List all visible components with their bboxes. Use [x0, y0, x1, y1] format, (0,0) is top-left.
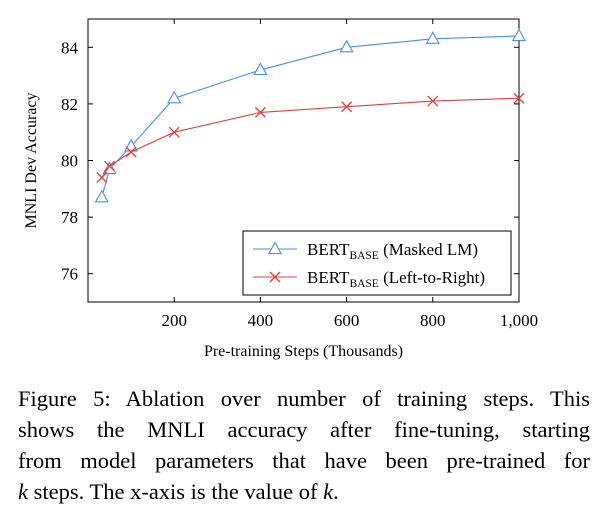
data-point-left-to-right — [96, 172, 108, 183]
data-point-left-to-right — [125, 146, 137, 158]
data-point-left-to-right — [254, 106, 266, 118]
legend-label-masked-lm: BERTBASE (Masked LM) — [307, 240, 478, 262]
cross-stroke — [269, 271, 281, 283]
legend-entry-masked-lm: BERTBASE (Masked LM) — [253, 240, 478, 262]
data-point-masked-lm — [167, 90, 182, 104]
y-tick-label: 76 — [61, 265, 78, 284]
data-point-masked-lm — [94, 189, 109, 203]
data-point-masked-lm — [253, 62, 268, 76]
legend-label-subscript: BASE — [349, 250, 378, 262]
cross-stroke — [168, 126, 180, 138]
data-point-masked-lm — [511, 28, 527, 42]
cross-stroke — [96, 172, 108, 183]
legend-label-left-to-right: BERTBASE (Left-to-Right) — [307, 268, 485, 290]
y-axis-label: MNLI Dev Accuracy — [23, 93, 40, 229]
caption-line-1: Figure 5: Ablation over number of traini… — [18, 386, 590, 411]
legend-label-subscript: BASE — [349, 278, 378, 290]
legend-label-main: BERT — [307, 268, 350, 287]
cross-stroke — [427, 95, 439, 107]
data-point-left-to-right — [427, 95, 439, 107]
x-tick-label: 1,000 — [500, 311, 538, 330]
figure-caption: Figure 5: Ablation over number of traini… — [18, 383, 590, 507]
legend-label-main: BERT — [307, 240, 350, 259]
cross-stroke — [341, 101, 353, 113]
y-tick-label: 82 — [61, 95, 78, 114]
y-tick-label: 78 — [61, 208, 78, 227]
cross-stroke — [125, 146, 137, 158]
legend-entry-left-to-right: BERTBASE (Left-to-Right) — [253, 268, 485, 290]
legend-label-rest: (Left-to-Right) — [379, 268, 485, 287]
legend-box — [242, 230, 512, 296]
legend: BERTBASE (Masked LM)BERTBASE (Left-to-Ri… — [242, 230, 512, 296]
y-tick-label: 80 — [61, 152, 78, 171]
x-tick-label: 600 — [334, 311, 360, 330]
caption-line-4-text: steps. The x-axis is the value of — [28, 479, 324, 504]
data-point-masked-lm — [425, 31, 440, 44]
legend-marker-masked-lm — [267, 241, 283, 255]
data-point-left-to-right — [168, 126, 180, 138]
legend-marker-left-to-right — [269, 271, 281, 283]
series-line-left-to-right — [101, 97, 520, 178]
data-point-masked-lm — [339, 39, 354, 53]
cross-stroke — [254, 106, 266, 118]
cross-stroke — [104, 160, 116, 172]
x-tick-label: 400 — [248, 311, 274, 330]
caption-line-2: shows the MNLI accuracy after fine-tunin… — [18, 417, 590, 442]
y-tick-label: 84 — [61, 38, 79, 57]
caption-k-variable-2: k — [323, 479, 334, 504]
data-point-left-to-right — [513, 92, 525, 104]
series-left-to-right — [96, 92, 525, 183]
caption-period: . — [333, 479, 339, 504]
ablation-line-chart: 200 400 600 800 1,000 76 78 80 82 84 Pre-training … — [23, 18, 538, 360]
data-point-left-to-right — [341, 101, 353, 113]
series-line-masked-lm — [101, 35, 520, 198]
x-axis-label: Pre-training Steps (Thousands) — [204, 343, 403, 360]
cross-stroke — [513, 92, 525, 104]
x-tick-label: 800 — [420, 311, 446, 330]
series-masked-lm — [94, 28, 527, 203]
caption-line-4: k steps. The x-axis is the value of k. — [18, 476, 590, 507]
data-point-left-to-right — [104, 160, 116, 172]
x-tick-label: 200 — [161, 311, 187, 330]
caption-k-variable: k — [18, 479, 28, 504]
caption-line-3: from model parameters that have been pre… — [18, 448, 590, 473]
legend-label-rest: (Masked LM) — [379, 240, 478, 259]
